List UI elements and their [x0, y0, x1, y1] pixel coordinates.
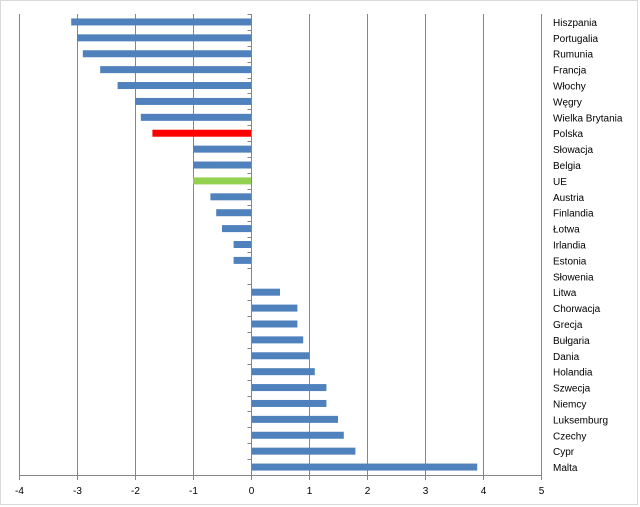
bar-malta — [251, 463, 478, 471]
bar-dania — [251, 352, 309, 360]
category-label: Cypr — [553, 447, 575, 458]
bar-słowacja — [193, 145, 251, 153]
category-label: Belgia — [553, 161, 581, 172]
x-tick-label: 0 — [249, 486, 255, 497]
bar-rumunia — [82, 50, 251, 58]
category-label: Grecja — [553, 320, 583, 331]
bar-chorwacja — [251, 304, 298, 312]
category-label: Estonia — [553, 256, 587, 267]
bars — [71, 18, 478, 471]
bar-łotwa — [222, 225, 251, 233]
category-label: Chorwacja — [553, 304, 601, 315]
x-tick-label: 1 — [307, 486, 313, 497]
category-label: Austria — [553, 193, 585, 204]
category-label: Litwa — [553, 288, 577, 299]
x-tick-label: 4 — [481, 486, 487, 497]
category-label: Włochy — [553, 82, 586, 93]
bar-irlandia — [233, 241, 251, 248]
category-label: Dania — [553, 352, 580, 363]
category-label: Malta — [553, 463, 578, 474]
category-label: Szwecja — [553, 384, 591, 395]
bar-szwecja — [251, 384, 327, 392]
x-tick-label: -3 — [73, 486, 82, 497]
category-labels: Hiszpania Portugalia Rumunia Francja Włochy W… — [553, 18, 623, 474]
category-label: Łotwa — [553, 225, 580, 236]
bar-finlandia — [216, 209, 251, 217]
bar-estonia — [233, 256, 251, 264]
category-label: Bułgaria — [553, 336, 590, 347]
category-label: Niemcy — [553, 399, 586, 410]
bar-grecja — [251, 320, 298, 328]
category-label: Hiszpania — [553, 18, 597, 29]
bar-polska — [152, 129, 251, 137]
bar-litwa — [251, 288, 280, 296]
bar-hiszpania — [71, 18, 251, 26]
bar-portugalia — [77, 34, 251, 42]
bar-holandia — [251, 368, 315, 376]
bar-austria — [210, 193, 251, 201]
bar-czechy — [251, 431, 344, 439]
x-tick-label: -4 — [15, 486, 24, 497]
category-label: Czechy — [553, 431, 586, 442]
gridlines — [19, 14, 542, 475]
category-label: Wielka Brytania — [553, 113, 623, 124]
bar-wielka-brytania — [140, 113, 251, 121]
bar-luksemburg — [251, 415, 338, 423]
bar-niemcy — [251, 399, 327, 407]
category-label: Słowenia — [553, 272, 594, 283]
bar-cypr — [251, 447, 356, 455]
x-tick-label: 5 — [539, 486, 545, 497]
x-tick-label: 2 — [365, 486, 371, 497]
category-label: UE — [553, 177, 567, 188]
tick-labels: -4 -3 -2 -1 0 1 2 3 4 5 — [15, 486, 545, 497]
bar-węgry — [135, 97, 251, 105]
category-label: Francja — [553, 66, 587, 77]
value-axis — [19, 14, 542, 480]
category-label: Holandia — [553, 368, 593, 379]
bar-bułgaria — [251, 336, 304, 344]
category-label: Węgry — [553, 97, 582, 108]
category-label: Finlandia — [553, 209, 594, 220]
category-label: Portugalia — [553, 34, 598, 45]
bar-ue — [193, 177, 251, 185]
bar-włochy — [117, 82, 251, 90]
bar-francja — [100, 66, 251, 74]
x-tick-label: -2 — [131, 486, 140, 497]
x-tick-label: -1 — [189, 486, 198, 497]
x-tick-label: 3 — [423, 486, 429, 497]
bar-belgia — [193, 161, 251, 169]
category-label: Słowacja — [553, 145, 593, 156]
category-label: Luksemburg — [553, 415, 608, 426]
category-label: Irlandia — [553, 241, 586, 252]
category-label: Rumunia — [553, 50, 593, 61]
category-label: Polska — [553, 129, 583, 140]
